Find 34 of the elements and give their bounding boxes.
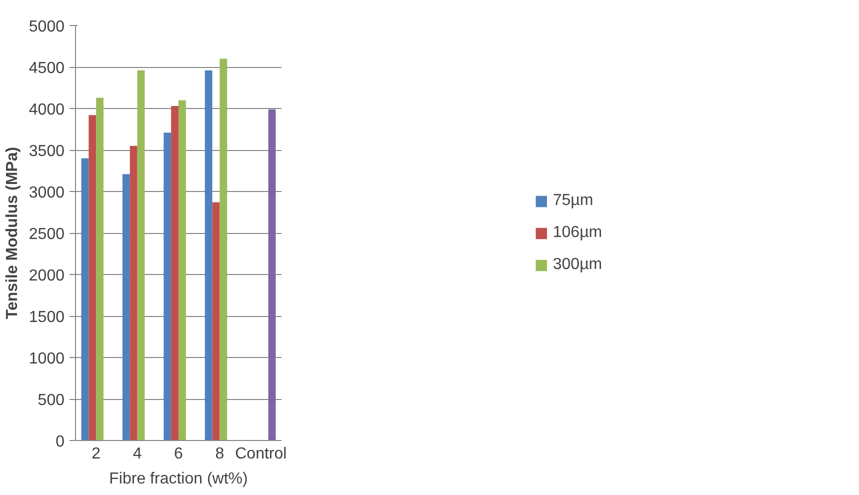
y-tick-label: 4000 xyxy=(28,102,65,118)
bar xyxy=(204,70,212,440)
bar xyxy=(178,100,186,440)
y-tick-label: 1000 xyxy=(28,350,65,368)
y-tick-label: 1500 xyxy=(28,309,65,326)
bar xyxy=(81,158,89,440)
legend-label: 300µm xyxy=(552,256,602,274)
bar xyxy=(164,132,172,440)
x-tick-label: 4 xyxy=(132,446,142,462)
bar xyxy=(137,70,145,440)
y-tick-label: 500 xyxy=(38,392,65,409)
legend-label: 75µm xyxy=(552,192,594,210)
bar xyxy=(171,106,178,440)
y-tick-label: 5000 xyxy=(28,18,65,36)
bar xyxy=(96,98,104,440)
y-tick-label: 2000 xyxy=(28,268,65,284)
y-tick-label: 4500 xyxy=(28,60,65,77)
y-tick-label: 0 xyxy=(56,434,65,450)
y-tick-label: 3000 xyxy=(28,184,65,202)
legend-label: 106µm xyxy=(552,224,602,242)
x-tick-label: 6 xyxy=(174,446,184,462)
x-tick-label: 8 xyxy=(215,446,224,462)
x-tick-label: Control xyxy=(235,446,287,462)
bar xyxy=(88,115,96,440)
bar xyxy=(122,174,130,440)
bar xyxy=(268,109,276,440)
bar xyxy=(220,58,228,440)
x-tick-label: 2 xyxy=(92,446,101,462)
y-tick-label: 3500 xyxy=(28,143,65,160)
bar xyxy=(130,146,138,440)
y-tick-label: 2500 xyxy=(28,226,65,243)
y-axis-title: Tensile Modulus (MPa) xyxy=(4,146,21,320)
bar xyxy=(212,202,220,440)
x-axis-title: Fibre fraction (wt%) xyxy=(109,470,248,488)
